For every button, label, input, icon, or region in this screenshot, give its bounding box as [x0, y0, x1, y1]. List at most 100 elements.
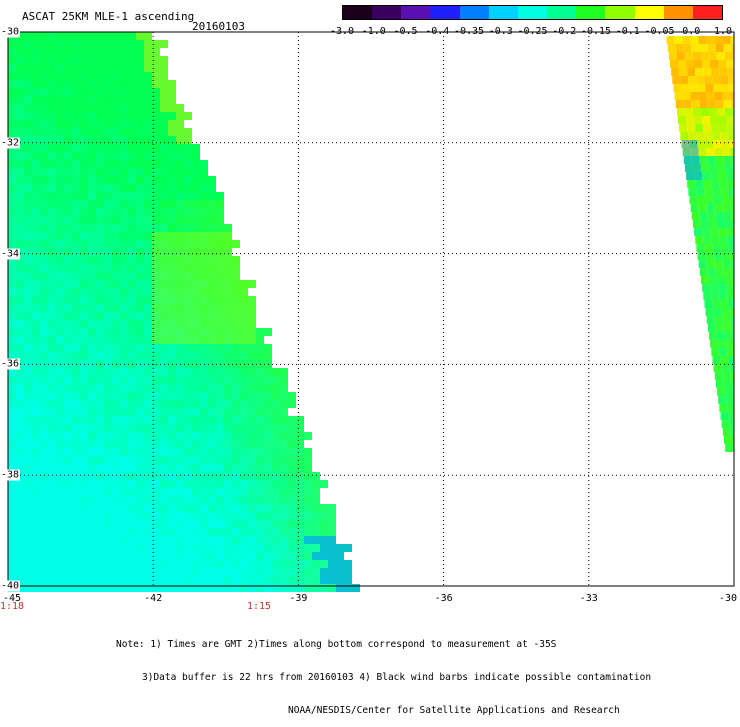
swath-cell	[224, 456, 232, 464]
swath-cell	[312, 576, 320, 584]
swath-cell	[176, 120, 184, 128]
swath-cell	[56, 336, 64, 344]
swath-cell	[136, 456, 144, 464]
swath-cell	[24, 400, 32, 408]
swath-cell	[728, 300, 734, 308]
swath-cell	[723, 44, 732, 52]
swath-cell	[280, 432, 288, 440]
swath-cell	[312, 544, 320, 552]
swath-cell	[272, 392, 280, 400]
swath-cell	[710, 172, 719, 180]
swath-cell	[48, 56, 56, 64]
swath-cell	[120, 336, 128, 344]
swath-cell	[104, 64, 112, 72]
swath-cell	[272, 568, 280, 576]
swath-cell	[96, 120, 104, 128]
swath-cell	[727, 68, 734, 76]
swath-cell	[112, 40, 120, 48]
swath-cell	[8, 272, 16, 280]
swath-cell	[248, 584, 256, 592]
swath-cell	[272, 504, 280, 512]
swath-cell	[698, 36, 707, 44]
swath-cell	[8, 264, 16, 272]
swath-cell	[184, 200, 192, 208]
swath-cell	[104, 368, 112, 376]
swath-cell	[320, 528, 328, 536]
swath-cell	[160, 536, 168, 544]
swath-cell	[216, 320, 224, 328]
swath-cell	[96, 576, 104, 584]
swath-map	[7, 31, 735, 592]
swath-cell	[136, 408, 144, 416]
swath-cell	[160, 328, 168, 336]
swath-cell	[8, 200, 16, 208]
swath-cell	[112, 272, 120, 280]
swath-cell	[120, 72, 128, 80]
swath-cell	[713, 308, 722, 316]
swath-cell	[296, 552, 304, 560]
swath-cell	[88, 32, 96, 40]
swath-cell	[208, 464, 216, 472]
swath-cell	[168, 160, 176, 168]
swath-cell	[64, 504, 72, 512]
swath-cell	[16, 48, 24, 56]
swath-cell	[16, 304, 24, 312]
swath-cell	[120, 384, 128, 392]
colorbar-segment	[547, 6, 577, 19]
swath-cell	[216, 240, 224, 248]
swath-cell	[128, 496, 136, 504]
swath-cell	[8, 328, 16, 336]
swath-cell	[104, 128, 112, 136]
swath-cell	[200, 224, 208, 232]
swath-cell	[24, 136, 32, 144]
swath-cell	[144, 520, 152, 528]
swath-cell	[16, 112, 24, 120]
swath-cell	[32, 256, 40, 264]
swath-cell	[670, 60, 679, 68]
swath-cell	[120, 104, 128, 112]
swath-cell	[128, 328, 136, 336]
swath-cell	[152, 160, 160, 168]
swath-cell	[240, 280, 248, 288]
swath-cell	[16, 320, 24, 328]
swath-cell	[721, 252, 730, 260]
swath-cell	[40, 232, 48, 240]
swath-cell	[152, 536, 160, 544]
swath-cell	[16, 416, 24, 424]
swath-cell	[96, 392, 104, 400]
swath-cell	[712, 76, 721, 84]
swath-cell	[64, 200, 72, 208]
swath-cell	[712, 132, 721, 140]
swath-cell	[288, 496, 296, 504]
swath-cell	[208, 544, 216, 552]
swath-cell	[280, 512, 288, 520]
swath-cell	[16, 296, 24, 304]
swath-cell	[216, 560, 224, 568]
swath-cell	[64, 440, 72, 448]
swath-cell	[288, 416, 296, 424]
swath-cell	[176, 536, 184, 544]
swath-cell	[120, 560, 128, 568]
swath-cell	[104, 56, 112, 64]
swath-cell	[112, 320, 120, 328]
swath-cell	[96, 464, 104, 472]
swath-cell	[152, 544, 160, 552]
swath-cell	[240, 400, 248, 408]
swath-cell	[72, 88, 80, 96]
swath-cell	[240, 440, 248, 448]
swath-cell	[152, 568, 160, 576]
swath-cell	[104, 168, 112, 176]
swath-cell	[104, 520, 112, 528]
swath-cell	[248, 560, 256, 568]
swath-cell	[224, 408, 232, 416]
swath-cell	[272, 488, 280, 496]
swath-cell	[168, 152, 176, 160]
swath-cell	[96, 440, 104, 448]
swath-cell	[184, 272, 192, 280]
swath-cell	[184, 192, 192, 200]
swath-cell	[56, 208, 64, 216]
swath-cell	[112, 224, 120, 232]
swath-cell	[8, 480, 16, 488]
swath-cell	[112, 176, 120, 184]
swath-cell	[8, 336, 16, 344]
